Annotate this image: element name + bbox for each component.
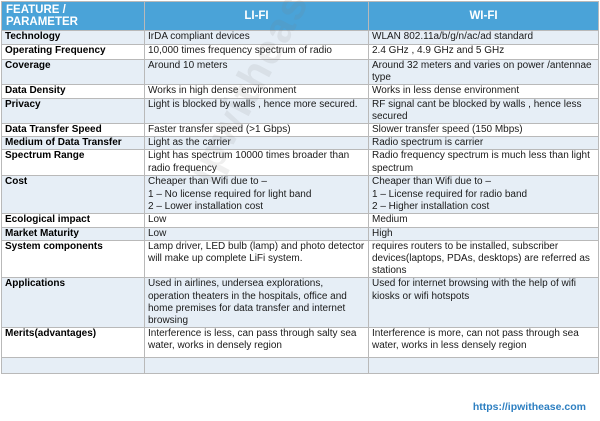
lifi-cell: Used in airlines, undersea explorations,… xyxy=(144,277,369,329)
parameter-cell xyxy=(1,357,145,375)
table-row: Spectrum Range Light has spectrum 10000 t… xyxy=(1,149,599,177)
parameter-cell: Ecological impact xyxy=(1,213,145,228)
parameter-cell: Operating Frequency xyxy=(1,44,145,60)
wifi-cell: Radio spectrum is carrier xyxy=(368,136,599,151)
parameter-cell: Data Transfer Speed xyxy=(1,123,145,138)
table-row: Market Maturity Low High xyxy=(1,226,599,241)
table-body: Technology IrDA compliant devices WLAN 802… xyxy=(1,30,599,375)
table-row: System components Lamp driver, LED bulb (… xyxy=(1,239,599,279)
wifi-cell: Cheaper than Wifi due to – 1 – License r… xyxy=(368,175,599,215)
parameter-cell: System components xyxy=(1,239,145,279)
parameter-cell: Coverage xyxy=(1,58,145,86)
lifi-cell: 10,000 times frequency spectrum of radio xyxy=(144,44,369,60)
parameter-cell: Medium of Data Transfer xyxy=(1,136,145,151)
table-row: Medium of Data Transfer Light as the carr… xyxy=(1,136,599,151)
wifi-cell: High xyxy=(368,226,599,241)
table-row: Merits(advantages) Interference is less, … xyxy=(1,327,599,359)
wifi-cell: Slower transfer speed (150 Mbps) xyxy=(368,123,599,138)
table-row: Ecological impact Low Medium xyxy=(1,213,599,228)
table-row: Applications Used in airlines, undersea e… xyxy=(1,277,599,329)
lifi-cell: Low xyxy=(144,213,369,228)
parameter-cell: Applications xyxy=(1,277,145,329)
parameter-cell: Market Maturity xyxy=(1,226,145,241)
table-row xyxy=(1,357,599,375)
parameter-cell: Cost xyxy=(1,175,145,215)
wifi-cell: WLAN 802.11a/b/g/n/ac/ad standard xyxy=(368,30,599,45)
lifi-cell: Around 10 meters xyxy=(144,58,369,86)
parameter-cell: Spectrum Range xyxy=(1,149,145,177)
footer-url[interactable]: https://ipwithease.com xyxy=(472,401,586,413)
wifi-cell: Medium xyxy=(368,213,599,228)
parameter-cell: Technology xyxy=(1,30,145,45)
parameter-cell: Privacy xyxy=(1,97,145,125)
table-row: Cost Cheaper than Wifi due to – 1 – No li… xyxy=(1,175,599,215)
wifi-cell: Used for internet browsing with the help… xyxy=(368,277,599,329)
lifi-cell: Works in high dense environment xyxy=(144,84,369,99)
header-wifi: WI-FI xyxy=(368,1,599,31)
table-row: Data Density Works in high dense environm… xyxy=(1,84,599,99)
wifi-cell xyxy=(368,357,599,375)
parameter-cell: Merits(advantages) xyxy=(1,327,145,359)
table-row: Coverage Around 10 meters Around 32 meters… xyxy=(1,58,599,86)
wifi-cell: requires routers to be installed, subscr… xyxy=(368,239,599,279)
header-lifi: LI-FI xyxy=(144,1,369,31)
parameter-cell: Data Density xyxy=(1,84,145,99)
wifi-cell: 2.4 GHz , 4.9 GHz and 5 GHz xyxy=(368,44,599,60)
header-row: FEATURE / PARAMETER LI-FI WI-FI xyxy=(1,1,599,31)
lifi-cell: Cheaper than Wifi due to – 1 – No licens… xyxy=(144,175,369,215)
wifi-cell: Radio frequency spectrum is much less th… xyxy=(368,149,599,177)
lifi-cell: IrDA compliant devices xyxy=(144,30,369,45)
wifi-cell: Interference is more, can not pass throu… xyxy=(368,327,599,359)
lifi-cell xyxy=(144,357,369,375)
lifi-cell: Faster transfer speed (>1 Gbps) xyxy=(144,123,369,138)
lifi-cell: Interference is less, can pass through s… xyxy=(144,327,369,359)
lifi-vs-wifi-table: FEATURE / PARAMETER LI-FI WI-FI Technolo… xyxy=(1,1,599,375)
wifi-cell: Around 32 meters and varies on power /an… xyxy=(368,58,599,86)
lifi-cell: Light as the carrier xyxy=(144,136,369,151)
table-row: Data Transfer Speed Faster transfer speed… xyxy=(1,123,599,138)
table-row: Operating Frequency 10,000 times frequenc… xyxy=(1,44,599,60)
header-feature-parameter: FEATURE / PARAMETER xyxy=(1,1,145,31)
lifi-cell: Light is blocked by walls , hence more s… xyxy=(144,97,369,125)
wifi-cell: Works in less dense environment xyxy=(368,84,599,99)
lifi-cell: Lamp driver, LED bulb (lamp) and photo d… xyxy=(144,239,369,279)
table-row: Technology IrDA compliant devices WLAN 802… xyxy=(1,30,599,45)
lifi-cell: Low xyxy=(144,226,369,241)
table-row: Privacy Light is blocked by walls , hence… xyxy=(1,97,599,125)
lifi-cell: Light has spectrum 10000 times broader t… xyxy=(144,149,369,177)
wifi-cell: RF signal cant be blocked by walls , hen… xyxy=(368,97,599,125)
